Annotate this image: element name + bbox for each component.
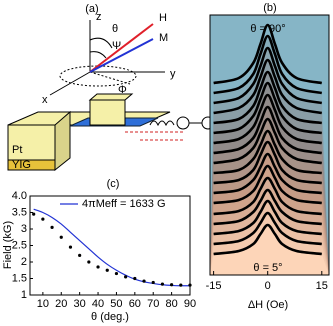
theta-arc	[89, 37, 113, 49]
panel-label: (c)	[107, 178, 120, 190]
curve	[213, 93, 322, 145]
layer-label: YIG	[12, 159, 31, 171]
y-tick-label: 4.0	[12, 190, 27, 202]
data-point	[50, 225, 54, 229]
x-tick-label: 40	[92, 298, 104, 310]
curve	[213, 34, 323, 95]
vector-label: M	[159, 32, 168, 44]
x-tick-label: 80	[165, 298, 177, 310]
legend-label: 4πMeff = 1633 G	[82, 198, 166, 210]
x-tick-label: 10	[37, 298, 49, 310]
curve	[213, 199, 322, 236]
h-arrow	[89, 23, 154, 73]
y-tick-label: 3.5	[12, 206, 27, 218]
curve	[213, 164, 322, 205]
x-tick-label: 70	[147, 298, 159, 310]
y-axis-label: Field (kG)	[2, 221, 14, 269]
data-point	[151, 280, 155, 285]
curve	[213, 105, 322, 155]
curve	[213, 117, 322, 165]
curve	[213, 70, 322, 125]
data-point	[96, 265, 100, 269]
projection	[89, 71, 131, 85]
data-point	[78, 253, 82, 257]
electrode	[89, 99, 126, 126]
x-tick-label: 20	[55, 298, 67, 310]
curve-fill	[210, 225, 329, 275]
x-tick-label: -15	[206, 280, 222, 292]
x-axis-label: θ (deg.)	[91, 311, 129, 323]
panel-a: (a) z y x θ Ψ Φ H M Pt YIG	[7, 3, 225, 172]
angle-label: Φ	[118, 84, 127, 96]
panel-c: 10 20 30 40 50 60 70 80 90 1 1.5 2 2.5 3 3.5 4.0 4πMeff …	[2, 178, 196, 323]
curve	[213, 46, 323, 105]
panel-b: -15 0 15 (b) θ = 90° θ = 5° ΔH (Oe)	[206, 2, 330, 311]
x-tick-label: 60	[129, 298, 141, 310]
data-point	[188, 283, 192, 287]
x-tick-label: 0	[265, 280, 271, 292]
plot-frame	[29, 195, 191, 296]
y-tick-label: 1.5	[12, 272, 27, 284]
data-point	[41, 217, 45, 221]
y-tick-label: 3	[21, 223, 27, 235]
data-point	[114, 271, 119, 276]
angle-label: Ψ	[112, 40, 121, 52]
annotation: θ = 5°	[253, 262, 282, 274]
electrode-top	[88, 93, 134, 101]
data-point	[142, 279, 146, 283]
annotation: θ = 90°	[250, 23, 285, 35]
x-tick-label: 15	[316, 280, 328, 292]
data-point	[133, 276, 137, 281]
data-point	[32, 212, 36, 216]
angle-label: θ	[112, 23, 118, 35]
plot-frame	[209, 14, 330, 276]
panel-label: (b)	[263, 2, 276, 14]
curve	[213, 58, 323, 115]
curve	[213, 223, 322, 256]
data-point	[124, 275, 128, 279]
x-tick-label: 50	[110, 298, 122, 310]
x-axis-label: ΔH (Oe)	[248, 299, 288, 311]
y-tick-label: 2.5	[12, 239, 27, 251]
curve	[213, 129, 322, 175]
x-axis	[49, 71, 91, 96]
axis-label: z	[96, 11, 102, 23]
axis-label: x	[42, 94, 48, 106]
data-point	[179, 283, 183, 287]
coil	[149, 120, 175, 127]
layer-label: Pt	[12, 144, 22, 156]
curve	[213, 140, 322, 185]
source	[176, 116, 190, 130]
curve	[213, 81, 322, 135]
data-point	[170, 283, 174, 287]
curve	[213, 152, 322, 195]
axis-label: y	[170, 68, 176, 80]
curve	[213, 211, 322, 246]
curve	[213, 23, 323, 85]
m-arrow	[89, 38, 154, 73]
y-tick-label: 1	[21, 289, 27, 301]
data-point	[87, 260, 91, 264]
panel-label: (a)	[85, 3, 98, 15]
data-point	[105, 268, 109, 272]
x-tick-label: 30	[74, 298, 86, 310]
signal-path	[125, 131, 185, 141]
data-point	[59, 235, 63, 239]
y-tick-label: 2	[21, 256, 27, 268]
vector-label: H	[159, 12, 167, 24]
x-tick-label: 90	[184, 298, 196, 310]
curve	[213, 188, 322, 226]
data-point	[160, 282, 165, 286]
fit-line	[33, 208, 191, 287]
curve	[213, 176, 322, 216]
data-point	[68, 245, 73, 249]
psi-arc	[89, 51, 107, 59]
azimuth-ellipse	[59, 65, 137, 87]
sample-side	[54, 110, 71, 172]
